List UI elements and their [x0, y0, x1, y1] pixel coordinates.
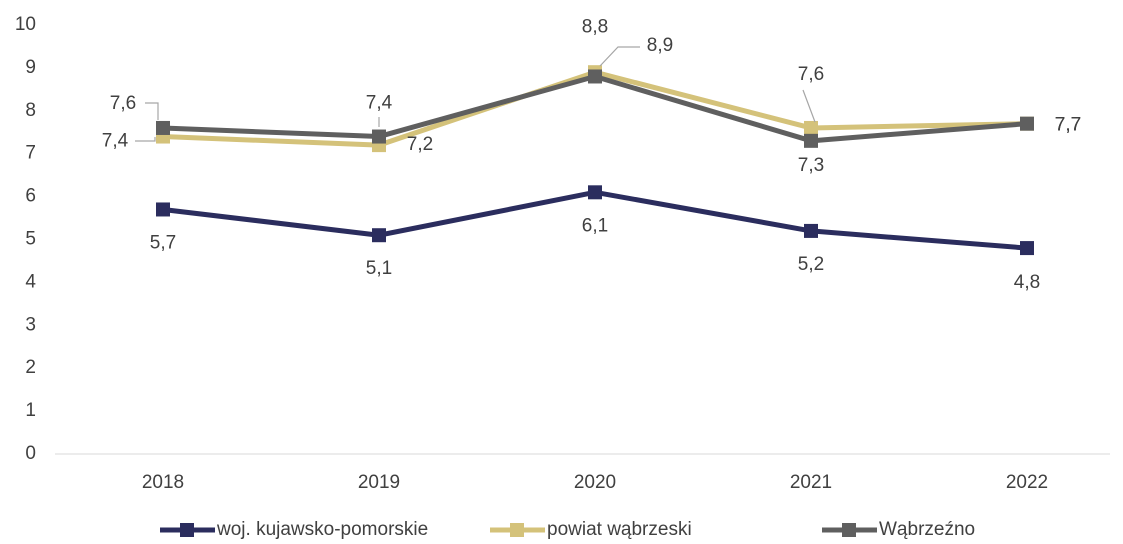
- data-label: 7,4: [366, 93, 393, 114]
- marker: [372, 129, 386, 144]
- data-label: 7,6: [110, 93, 136, 114]
- x-tick-label: 2019: [358, 472, 400, 493]
- y-tick-label: 4: [25, 271, 36, 292]
- marker: [1020, 241, 1034, 256]
- marker: [156, 120, 170, 135]
- marker: [156, 202, 170, 217]
- y-tick-label: 7: [25, 143, 36, 164]
- leader-line: [802, 89, 816, 123]
- y-tick-label: 8: [25, 100, 36, 121]
- y-tick-label: 0: [25, 443, 36, 464]
- y-tick-label: 9: [25, 57, 36, 78]
- marker: [588, 69, 602, 84]
- marker: [1020, 116, 1034, 131]
- data-label: 7,7: [1055, 115, 1081, 136]
- marker: [804, 223, 818, 238]
- leader-line: [135, 137, 156, 142]
- legend-label: woj. kujawsko-pomorskie: [216, 519, 428, 540]
- leader-line: [599, 46, 640, 67]
- marker: [804, 120, 818, 135]
- x-tick-label: 2022: [1006, 472, 1048, 493]
- data-label: 5,1: [366, 258, 392, 279]
- data-label: 7,3: [798, 155, 824, 176]
- y-tick-label: 3: [25, 314, 36, 335]
- series-line: [162, 73, 1028, 144]
- data-label: 7,4: [102, 131, 129, 152]
- x-tick-label: 2021: [790, 472, 832, 493]
- leader-line: [145, 102, 159, 120]
- legend-label: Wąbrzeźno: [879, 519, 975, 540]
- data-label: 5,7: [150, 232, 176, 253]
- data-label: 5,2: [798, 254, 824, 275]
- legend-label: powiat wąbrzeski: [547, 519, 692, 540]
- legend-marker: [180, 523, 194, 537]
- y-tick-label: 6: [25, 186, 36, 207]
- data-label: 7,2: [407, 134, 433, 155]
- data-label: 7,7: [1055, 115, 1081, 136]
- legend-marker: [510, 523, 524, 537]
- y-tick-label: 2: [25, 357, 36, 378]
- data-label: 7,6: [798, 64, 824, 85]
- legend-marker: [842, 523, 856, 537]
- data-label: 6,1: [582, 215, 608, 236]
- data-label: 8,8: [582, 16, 608, 37]
- marker: [372, 228, 386, 243]
- y-tick-label: 10: [15, 14, 36, 35]
- marker: [588, 185, 602, 200]
- x-tick-label: 2018: [142, 472, 184, 493]
- x-tick-label: 2020: [574, 472, 616, 493]
- data-label: 4,8: [1014, 272, 1040, 293]
- y-tick-label: 1: [25, 400, 36, 421]
- y-tick-label: 5: [25, 229, 36, 250]
- marker: [804, 133, 818, 148]
- data-label: 8,9: [647, 35, 673, 56]
